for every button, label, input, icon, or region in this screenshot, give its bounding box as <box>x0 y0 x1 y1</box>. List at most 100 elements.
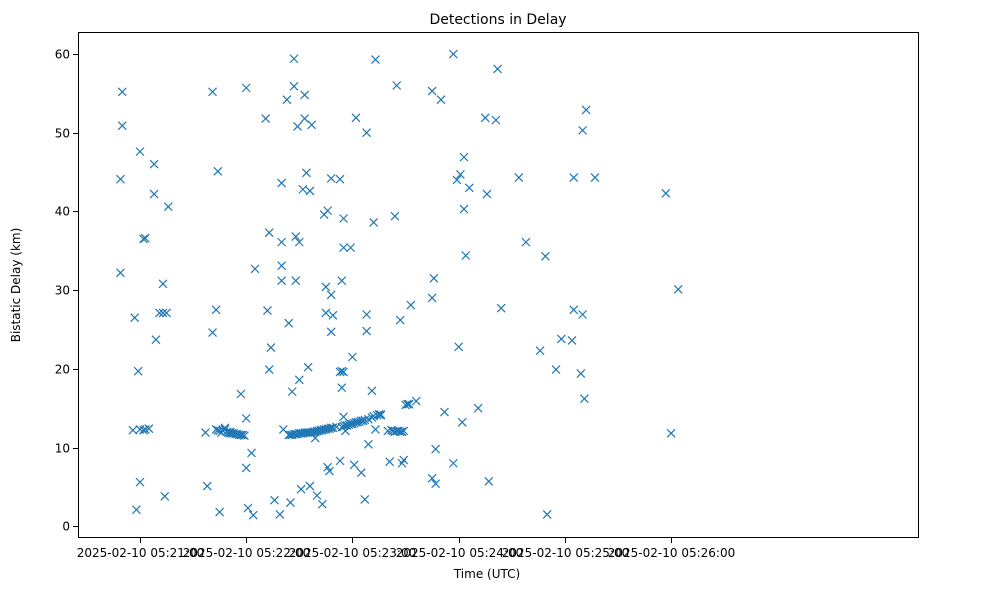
data-point <box>464 183 474 193</box>
data-point <box>335 367 345 377</box>
data-point <box>404 399 414 409</box>
data-point <box>162 308 171 318</box>
data-point <box>326 327 336 337</box>
data-point <box>241 413 251 423</box>
data-point <box>427 473 437 483</box>
data-point <box>326 173 336 183</box>
data-point <box>673 284 683 294</box>
data-point <box>291 276 301 286</box>
data-point <box>540 251 550 261</box>
data-point <box>351 113 361 123</box>
data-point <box>128 425 138 435</box>
data-point <box>238 430 248 440</box>
plot-area <box>78 32 919 538</box>
data-point <box>158 308 168 318</box>
data-point <box>581 105 591 115</box>
data-point <box>116 268 125 278</box>
data-point <box>362 326 372 336</box>
data-point <box>358 416 368 426</box>
data-point <box>208 87 217 97</box>
data-point <box>130 313 140 323</box>
y-axis-ticks: 0 10 20 30 40 50 60 <box>55 48 78 534</box>
data-point <box>263 306 272 315</box>
data-point <box>569 173 579 183</box>
data-point <box>355 417 364 426</box>
data-point <box>406 300 416 310</box>
data-point <box>339 243 349 253</box>
data-point <box>291 232 301 242</box>
data-point <box>556 334 566 344</box>
y-tick-label: 10 <box>55 442 70 456</box>
data-point <box>328 310 338 320</box>
data-point <box>346 243 356 253</box>
data-point <box>149 189 159 199</box>
data-point <box>314 426 324 436</box>
data-point <box>448 458 458 468</box>
data-point <box>312 491 322 500</box>
y-tick-label: 60 <box>55 48 70 62</box>
data-point <box>264 228 274 238</box>
data-point <box>277 237 287 247</box>
data-point <box>298 184 308 194</box>
data-point <box>339 367 349 377</box>
y-tick-label: 20 <box>55 363 70 377</box>
data-point <box>294 375 304 385</box>
data-point <box>402 399 412 409</box>
data-point <box>236 389 246 399</box>
x-tick-label: 2025-02-10 05:25:00 <box>502 546 629 560</box>
data-point <box>371 424 380 434</box>
data-point <box>349 460 359 470</box>
data-point <box>140 233 150 243</box>
data-point <box>542 509 552 519</box>
data-point <box>301 168 311 178</box>
y-tick-label: 40 <box>55 205 70 219</box>
data-point <box>305 481 315 491</box>
data-point <box>392 81 402 90</box>
data-point <box>578 125 588 135</box>
data-point <box>135 147 145 157</box>
data-point <box>452 175 462 185</box>
data-point <box>321 308 331 318</box>
data-point <box>240 431 249 441</box>
x-tick-label: 2025-02-10 05:21:00 <box>77 546 204 560</box>
data-point <box>160 491 170 501</box>
data-point <box>163 202 173 212</box>
data-point <box>457 417 467 427</box>
data-point <box>229 428 239 438</box>
data-point <box>155 308 164 318</box>
data-point <box>427 86 437 96</box>
data-point <box>241 463 251 473</box>
data-point <box>305 186 315 196</box>
data-point <box>579 394 589 404</box>
data-point <box>202 481 212 491</box>
data-point <box>371 55 380 64</box>
data-point <box>284 318 294 328</box>
data-point <box>247 448 256 458</box>
data-point <box>551 365 561 375</box>
data-point <box>261 114 271 123</box>
y-axis-label: Bistatic Delay (km) <box>9 228 23 343</box>
data-point <box>348 352 357 362</box>
data-point <box>264 365 274 375</box>
data-point <box>241 83 251 93</box>
y-tick-label: 0 <box>62 520 70 534</box>
plot-frame <box>78 32 919 538</box>
data-point <box>390 211 400 221</box>
data-point <box>201 428 210 437</box>
x-tick-label: 2025-02-10 05:22:00 <box>183 546 310 560</box>
data-point <box>317 499 327 509</box>
data-point <box>286 498 295 508</box>
data-point <box>303 362 313 372</box>
data-point <box>211 305 221 315</box>
data-point <box>491 115 501 125</box>
data-point <box>215 507 225 517</box>
data-point <box>140 424 150 434</box>
x-tick-label: 2025-02-10 05:24:00 <box>396 546 523 560</box>
data-point <box>454 342 464 352</box>
data-point <box>310 427 320 437</box>
data-point <box>578 310 588 319</box>
data-point <box>321 424 331 434</box>
data-point <box>317 425 327 435</box>
data-point <box>362 310 372 319</box>
